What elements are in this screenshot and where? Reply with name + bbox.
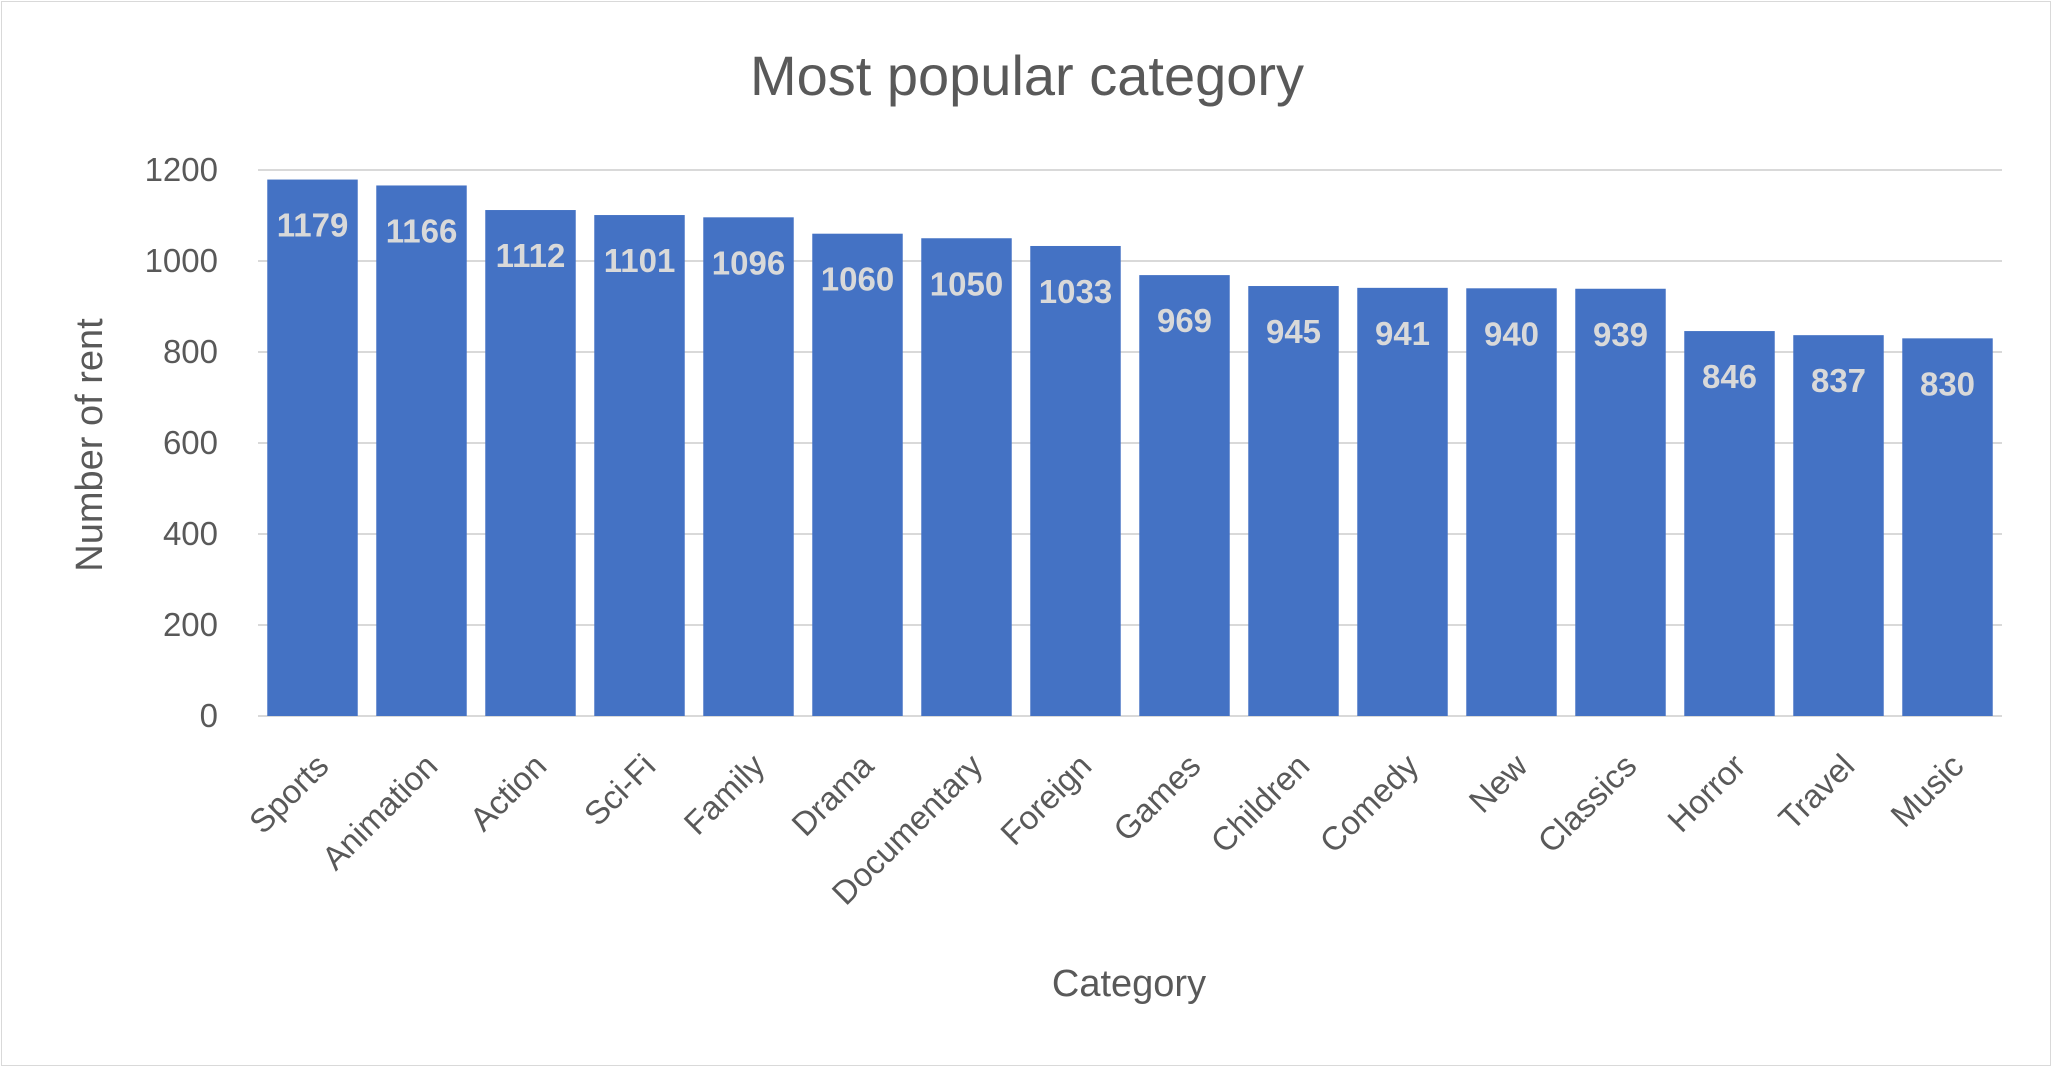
y-tick-label: 800 xyxy=(163,333,218,370)
bar xyxy=(376,185,467,717)
data-label: 837 xyxy=(1811,362,1866,399)
y-axis-label: Number of rent xyxy=(69,318,111,572)
bar xyxy=(812,233,903,716)
bar xyxy=(485,210,576,717)
x-tick-label: Drama xyxy=(784,746,881,843)
bar xyxy=(1357,287,1448,716)
bar xyxy=(594,215,685,717)
x-tick-label: Children xyxy=(1203,747,1316,860)
chart-title: Most popular category xyxy=(750,44,1304,107)
y-axis-ticks: 0 200 400 600 800 1000 1200 xyxy=(145,151,218,734)
data-label: 1096 xyxy=(712,244,785,281)
data-label: 1050 xyxy=(930,265,1003,302)
y-tick-label: 1200 xyxy=(145,151,218,188)
x-tick-label: Travel xyxy=(1771,747,1861,837)
y-tick-label: 600 xyxy=(163,424,218,461)
y-tick-label: 0 xyxy=(200,697,218,734)
data-label: 1101 xyxy=(604,242,676,279)
bar xyxy=(1793,335,1884,716)
bar xyxy=(267,179,358,716)
y-tick-label: 1000 xyxy=(145,242,218,279)
bar xyxy=(1248,286,1339,716)
data-label: 830 xyxy=(1920,365,1975,402)
data-label: 969 xyxy=(1157,302,1212,339)
data-label: 1179 xyxy=(277,207,349,244)
bar xyxy=(1139,275,1230,716)
x-tick-label: Music xyxy=(1883,747,1970,834)
y-tick-label: 200 xyxy=(163,606,218,643)
data-label: 945 xyxy=(1266,313,1321,350)
x-axis-label: Category xyxy=(1052,963,1206,1005)
data-label: 939 xyxy=(1593,316,1648,353)
data-label: 1033 xyxy=(1039,273,1112,310)
data-label: 940 xyxy=(1484,315,1539,352)
x-tick-label: Horror xyxy=(1660,747,1752,839)
x-tick-label: Action xyxy=(462,747,553,838)
y-tick-label: 400 xyxy=(163,515,218,552)
bar xyxy=(1684,331,1775,716)
data-label: 1060 xyxy=(821,261,894,298)
x-tick-label: New xyxy=(1462,747,1535,820)
data-label: 941 xyxy=(1375,315,1430,352)
bars: 1179 1166 1112 1101 1096 1060 1050 1033 969 945 94… xyxy=(267,179,1993,717)
bar xyxy=(1902,338,1993,716)
bar xyxy=(1030,245,1121,717)
bar xyxy=(703,217,794,716)
x-tick-label: Games xyxy=(1106,747,1207,848)
bar xyxy=(1575,288,1666,716)
data-label: 1112 xyxy=(496,237,566,274)
x-tick-label: Sci-Fi xyxy=(577,747,663,833)
x-tick-label: Sports xyxy=(242,747,336,841)
bar xyxy=(921,238,1012,716)
data-label: 1166 xyxy=(386,212,458,249)
x-tick-label: Comedy xyxy=(1312,746,1425,859)
bar xyxy=(1466,288,1557,716)
x-tick-label: Foreign xyxy=(993,747,1098,852)
x-tick-label: Family xyxy=(677,746,772,841)
x-tick-label: Classics xyxy=(1530,747,1643,860)
data-label: 846 xyxy=(1702,358,1757,395)
x-tick-label: Animation xyxy=(315,747,445,877)
